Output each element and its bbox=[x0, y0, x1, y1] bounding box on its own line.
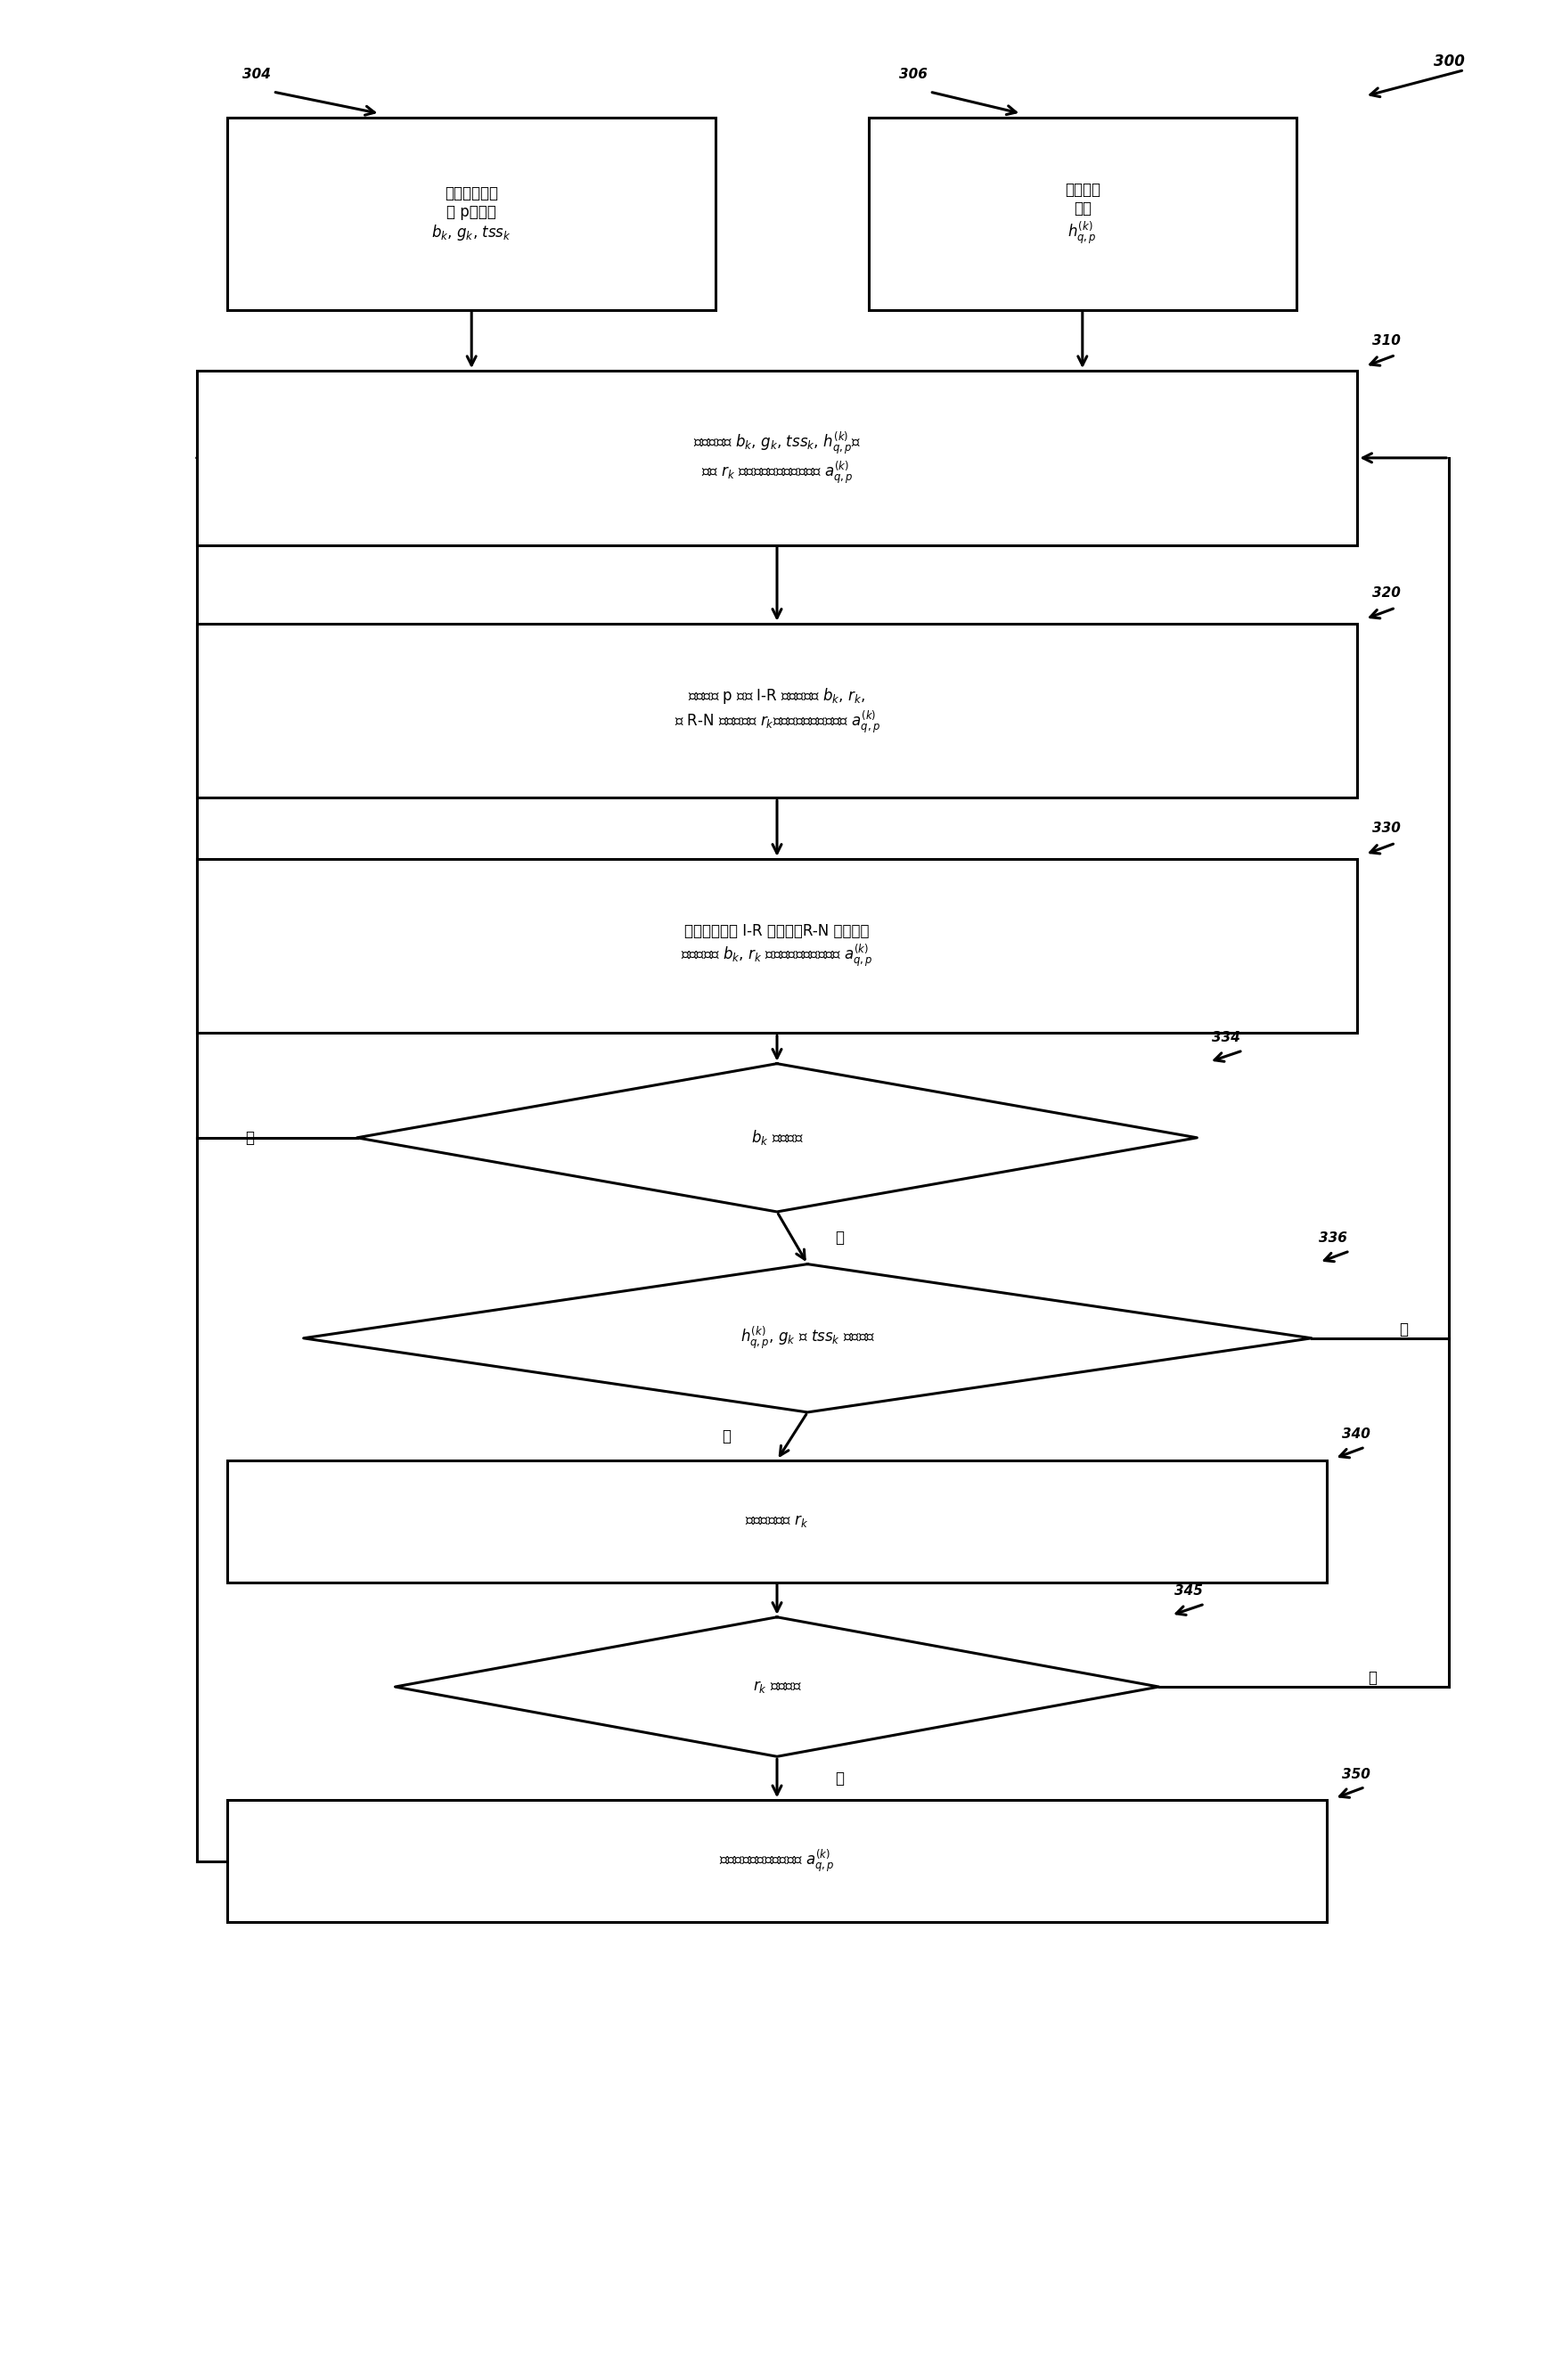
FancyBboxPatch shape bbox=[197, 624, 1357, 797]
Text: 330: 330 bbox=[1372, 821, 1402, 835]
Text: 334: 334 bbox=[1212, 1031, 1240, 1045]
FancyBboxPatch shape bbox=[227, 1461, 1327, 1583]
Text: 初始化收发器
对 p，确定
$b_k$, $g_k$, $tss_k$: 初始化收发器 对 p，确定 $b_k$, $g_k$, $tss_k$ bbox=[432, 186, 511, 243]
Text: 是: 是 bbox=[723, 1428, 732, 1445]
Text: 是: 是 bbox=[1368, 1671, 1377, 1685]
Text: 向发射器 p 中的 I-R 映射器提供 $b_k$, $r_k$,
向 R-N 映射器提供 $r_k$，以及向预编码器提供 $a_{q,p}^{(k)}$: 向发射器 p 中的 I-R 映射器提供 $b_k$, $r_k$, 向 R-N … bbox=[674, 685, 880, 735]
Text: 336: 336 bbox=[1319, 1230, 1347, 1245]
Text: 345: 345 bbox=[1175, 1585, 1203, 1597]
Text: 确定需要改变 $r_k$: 确定需要改变 $r_k$ bbox=[746, 1514, 808, 1530]
Text: $h_{q,p}^{(k)}$, $g_k$ 或 $tss_k$ 变化了？: $h_{q,p}^{(k)}$, $g_k$ 或 $tss_k$ 变化了？ bbox=[740, 1326, 875, 1352]
Text: 是: 是 bbox=[246, 1130, 255, 1145]
FancyBboxPatch shape bbox=[227, 1799, 1327, 1923]
Text: 针对给定的 $b_k$, $g_k$, $tss_k$, $h_{q,p}^{(k)}$，
确定 $r_k$ 和经调整的预编码器系数 $a_{q,p}^{(k): 针对给定的 $b_k$, $g_k$, $tss_k$, $h_{q,p}^{(… bbox=[693, 431, 861, 486]
Polygon shape bbox=[357, 1064, 1197, 1211]
Text: 304: 304 bbox=[242, 69, 270, 81]
FancyBboxPatch shape bbox=[197, 371, 1357, 545]
Text: 否: 否 bbox=[834, 1230, 844, 1247]
FancyBboxPatch shape bbox=[869, 119, 1296, 309]
Text: 否: 否 bbox=[1399, 1321, 1408, 1338]
Text: $r_k$ 变化了？: $r_k$ 变化了？ bbox=[752, 1678, 802, 1695]
Text: $b_k$ 变化了？: $b_k$ 变化了？ bbox=[751, 1128, 803, 1147]
Text: 310: 310 bbox=[1372, 333, 1402, 347]
FancyBboxPatch shape bbox=[197, 859, 1357, 1033]
Text: 在预编码器中更新和应用 $a_{q,p}^{(k)}$: 在预编码器中更新和应用 $a_{q,p}^{(k)}$ bbox=[720, 1847, 834, 1873]
Polygon shape bbox=[395, 1616, 1159, 1756]
Text: 否: 否 bbox=[834, 1771, 844, 1787]
Text: 340: 340 bbox=[1343, 1428, 1371, 1440]
Text: 306: 306 bbox=[900, 69, 928, 81]
Text: （同步地）在 I-R 映射器、R-N 映射器中
应用新参数 $b_k$, $r_k$ 以及在预编码器中应用 $a_{q,p}^{(k)}$: （同步地）在 I-R 映射器、R-N 映射器中 应用新参数 $b_k$, $r_… bbox=[681, 923, 873, 969]
Text: 350: 350 bbox=[1343, 1768, 1371, 1780]
Text: 确定串扰
系数
$h_{q,p}^{(k)}$: 确定串扰 系数 $h_{q,p}^{(k)}$ bbox=[1064, 181, 1100, 245]
FancyBboxPatch shape bbox=[227, 119, 716, 309]
Polygon shape bbox=[303, 1264, 1312, 1411]
Text: 320: 320 bbox=[1372, 585, 1402, 600]
Text: 300: 300 bbox=[1434, 52, 1465, 69]
